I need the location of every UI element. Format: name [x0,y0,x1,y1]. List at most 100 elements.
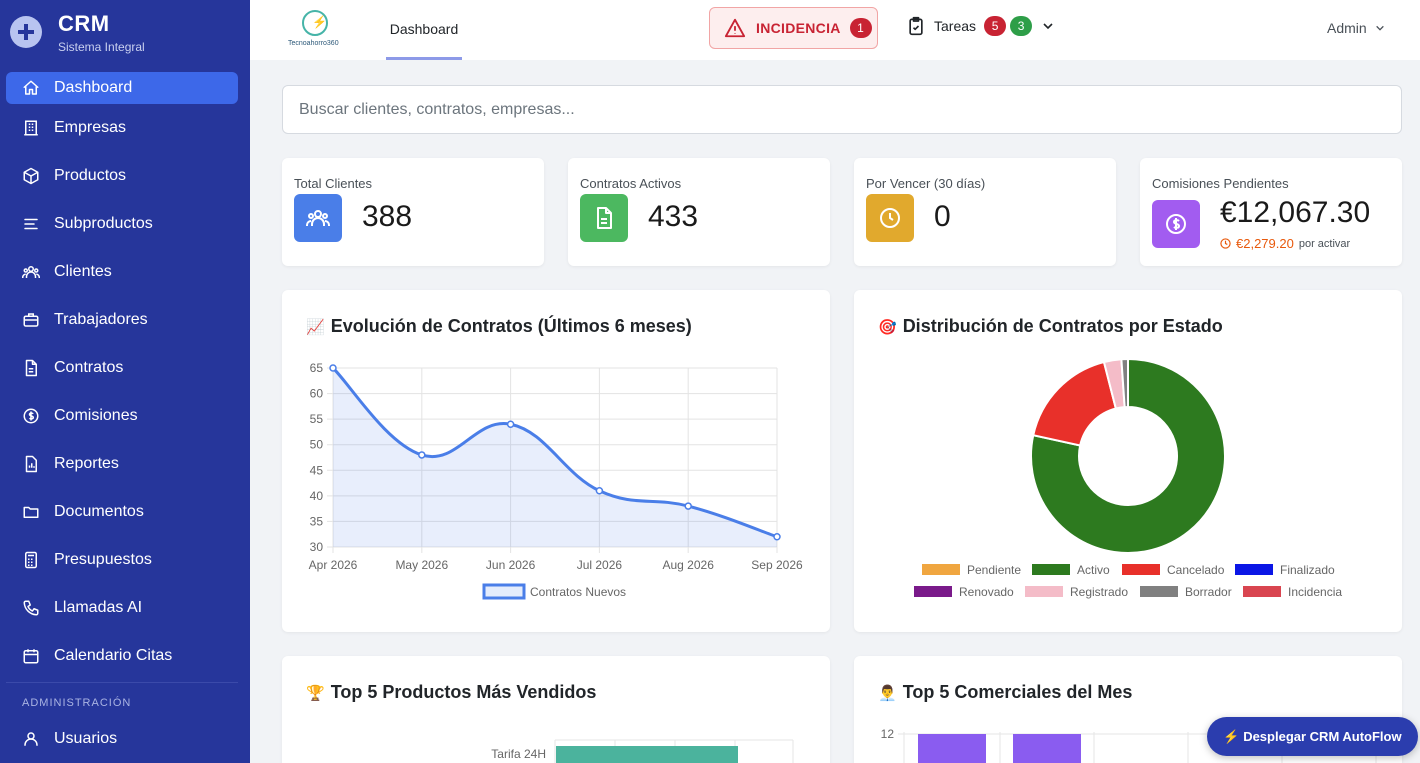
sidebar-item-reportes[interactable]: Reportes [6,448,238,480]
legend-label: Finalizado [1280,563,1335,577]
sidebar-item-dashboard[interactable]: Dashboard [6,72,238,104]
stat-card-por-vencer: Por Vencer (30 días) 0 [854,158,1116,266]
stat-icon-box [1152,200,1200,248]
sidebar-section-label: ADMINISTRACIÓN [22,697,132,709]
sidebar-item-label: Dashboard [54,79,133,96]
sidebar-item-label: Documentos [54,503,144,520]
document-icon [25,359,37,377]
briefcase-icon [23,313,39,327]
line-chart-grid [327,367,778,553]
brand-title: CRM [58,11,110,36]
y-tick-label: 30 [310,540,324,554]
document-icon [597,207,612,229]
brand-subtitle: Sistema Integral [58,40,145,54]
sidebar-item-label: Clientes [54,263,112,280]
clipboard-check-icon [909,16,923,36]
x-tick-label: Aug 2026 [663,558,715,572]
box-icon [23,167,39,185]
y-tick-label: 50 [310,438,324,452]
donut-slice-activo [1030,357,1226,554]
trophy-icon: 🏆 [306,684,325,702]
incidencia-count-badge: 1 [849,18,872,38]
calendar-icon [23,649,39,664]
bar [1013,734,1081,763]
incidencia-button[interactable]: INCIDENCIA 1 [709,7,878,49]
data-point [506,420,515,429]
search-input[interactable] [282,85,1402,134]
stat-label: Total Clientes [294,176,373,191]
sidebar-item-label: Llamadas AI [54,599,143,616]
sidebar-item-subproductos[interactable]: Subproductos [6,208,238,240]
calculator-icon [25,551,37,569]
logo-text: Tecnoahorro360 [288,40,339,47]
user-icon [24,732,38,746]
stat-label: Contratos Activos [580,176,682,191]
tasks-dropdown[interactable]: Tareas 5 3 [906,16,1062,36]
stat-card-total-clientes: Total Clientes 388 [282,158,544,266]
sidebar-item-calendario-citas[interactable]: Calendario Citas [6,640,238,672]
sidebar-item-empresas[interactable]: Empresas [6,112,238,144]
data-point [684,502,692,510]
legend-swatch [1140,586,1178,597]
x-tick-label: Jun 2026 [486,558,536,572]
data-point [595,486,604,495]
y-tick-label: 12 [881,727,895,741]
tasks-pending-badge: 5 [984,16,1007,36]
legend-swatch [1032,564,1070,575]
chart-up-icon: 📈 [306,318,325,336]
sidebar-item-trabajadores[interactable]: Trabajadores [6,304,238,336]
sidebar-item-documentos[interactable]: Documentos [6,496,238,528]
sidebar-item-presupuestos[interactable]: Presupuestos [6,544,238,576]
sidebar-item-llamadas-ai[interactable]: Llamadas AI [6,592,238,624]
logo-ring-icon [302,10,328,36]
donut-slice-cancelado [1032,360,1118,447]
sidebar-item-label: Usuarios [54,730,118,747]
sidebar-divider [6,682,238,683]
company-logo[interactable]: ⚡ Tecnoahorro360 [288,10,342,50]
legend-swatch [482,583,526,600]
sidebar-item-comisiones[interactable]: Comisiones [6,400,238,432]
user-menu[interactable]: Admin [1327,20,1385,36]
products-bar-chart: Tarifa 24H [491,739,794,763]
card-title: 🏆 Top 5 Productos Más Vendidos [306,682,596,703]
sidebar-item-label: Comisiones [54,407,138,424]
report-icon [25,455,37,473]
tab-dashboard[interactable]: Dashboard [386,0,462,60]
sidebar-item-label: Empresas [54,119,127,136]
tasks-done-badge: 3 [1010,16,1033,36]
stat-icon-box [580,194,628,242]
card-title-text: Top 5 Productos Más Vendidos [330,682,597,702]
chevron-down-icon [1375,25,1384,31]
sidebar-item-clientes[interactable]: Clientes [6,256,238,288]
incidencia-label: INCIDENCIA [756,20,841,36]
card-title-text: Top 5 Comerciales del Mes [902,682,1133,702]
target-icon: 🎯 [878,318,897,336]
legend-label: Registrado [1070,585,1128,599]
data-point [329,364,337,372]
chevron-down-icon [1043,23,1053,30]
sidebar-item-label: Reportes [54,455,119,472]
legend-label: Pendiente [967,563,1021,577]
legend-label: Cancelado [1167,563,1225,577]
sidebar-item-label: Trabajadores [54,311,148,328]
clock-icon [880,208,900,228]
dollar-icon [1166,214,1186,234]
stat-label: Por Vencer (30 días) [866,176,986,191]
sidebar-nav: Dashboard Empresas Productos Subproducto… [0,72,250,755]
x-tick-label: Sep 2026 [751,558,803,572]
brand[interactable]: CRM Sistema Integral [10,12,145,54]
legend-swatch [914,586,952,597]
stat-value: 388 [362,200,413,233]
sidebar-item-usuarios[interactable]: Usuarios [6,723,238,755]
businessman-icon: 👨‍💼 [878,684,897,702]
sidebar: CRM Sistema Integral Dashboard Empresas … [0,0,250,763]
legend-swatch [1235,564,1273,575]
legend-swatch [1243,586,1281,597]
sidebar-item-label: Contratos [54,359,124,376]
building-icon [24,120,38,136]
sidebar-item-productos[interactable]: Productos [6,160,238,192]
deploy-autoflow-button[interactable]: ⚡ Desplegar CRM AutoFlow [1207,717,1418,756]
clock-icon [1220,238,1231,249]
stat-subline: €2,279.20 por activar [1220,236,1350,251]
sidebar-item-contratos[interactable]: Contratos [6,352,238,384]
